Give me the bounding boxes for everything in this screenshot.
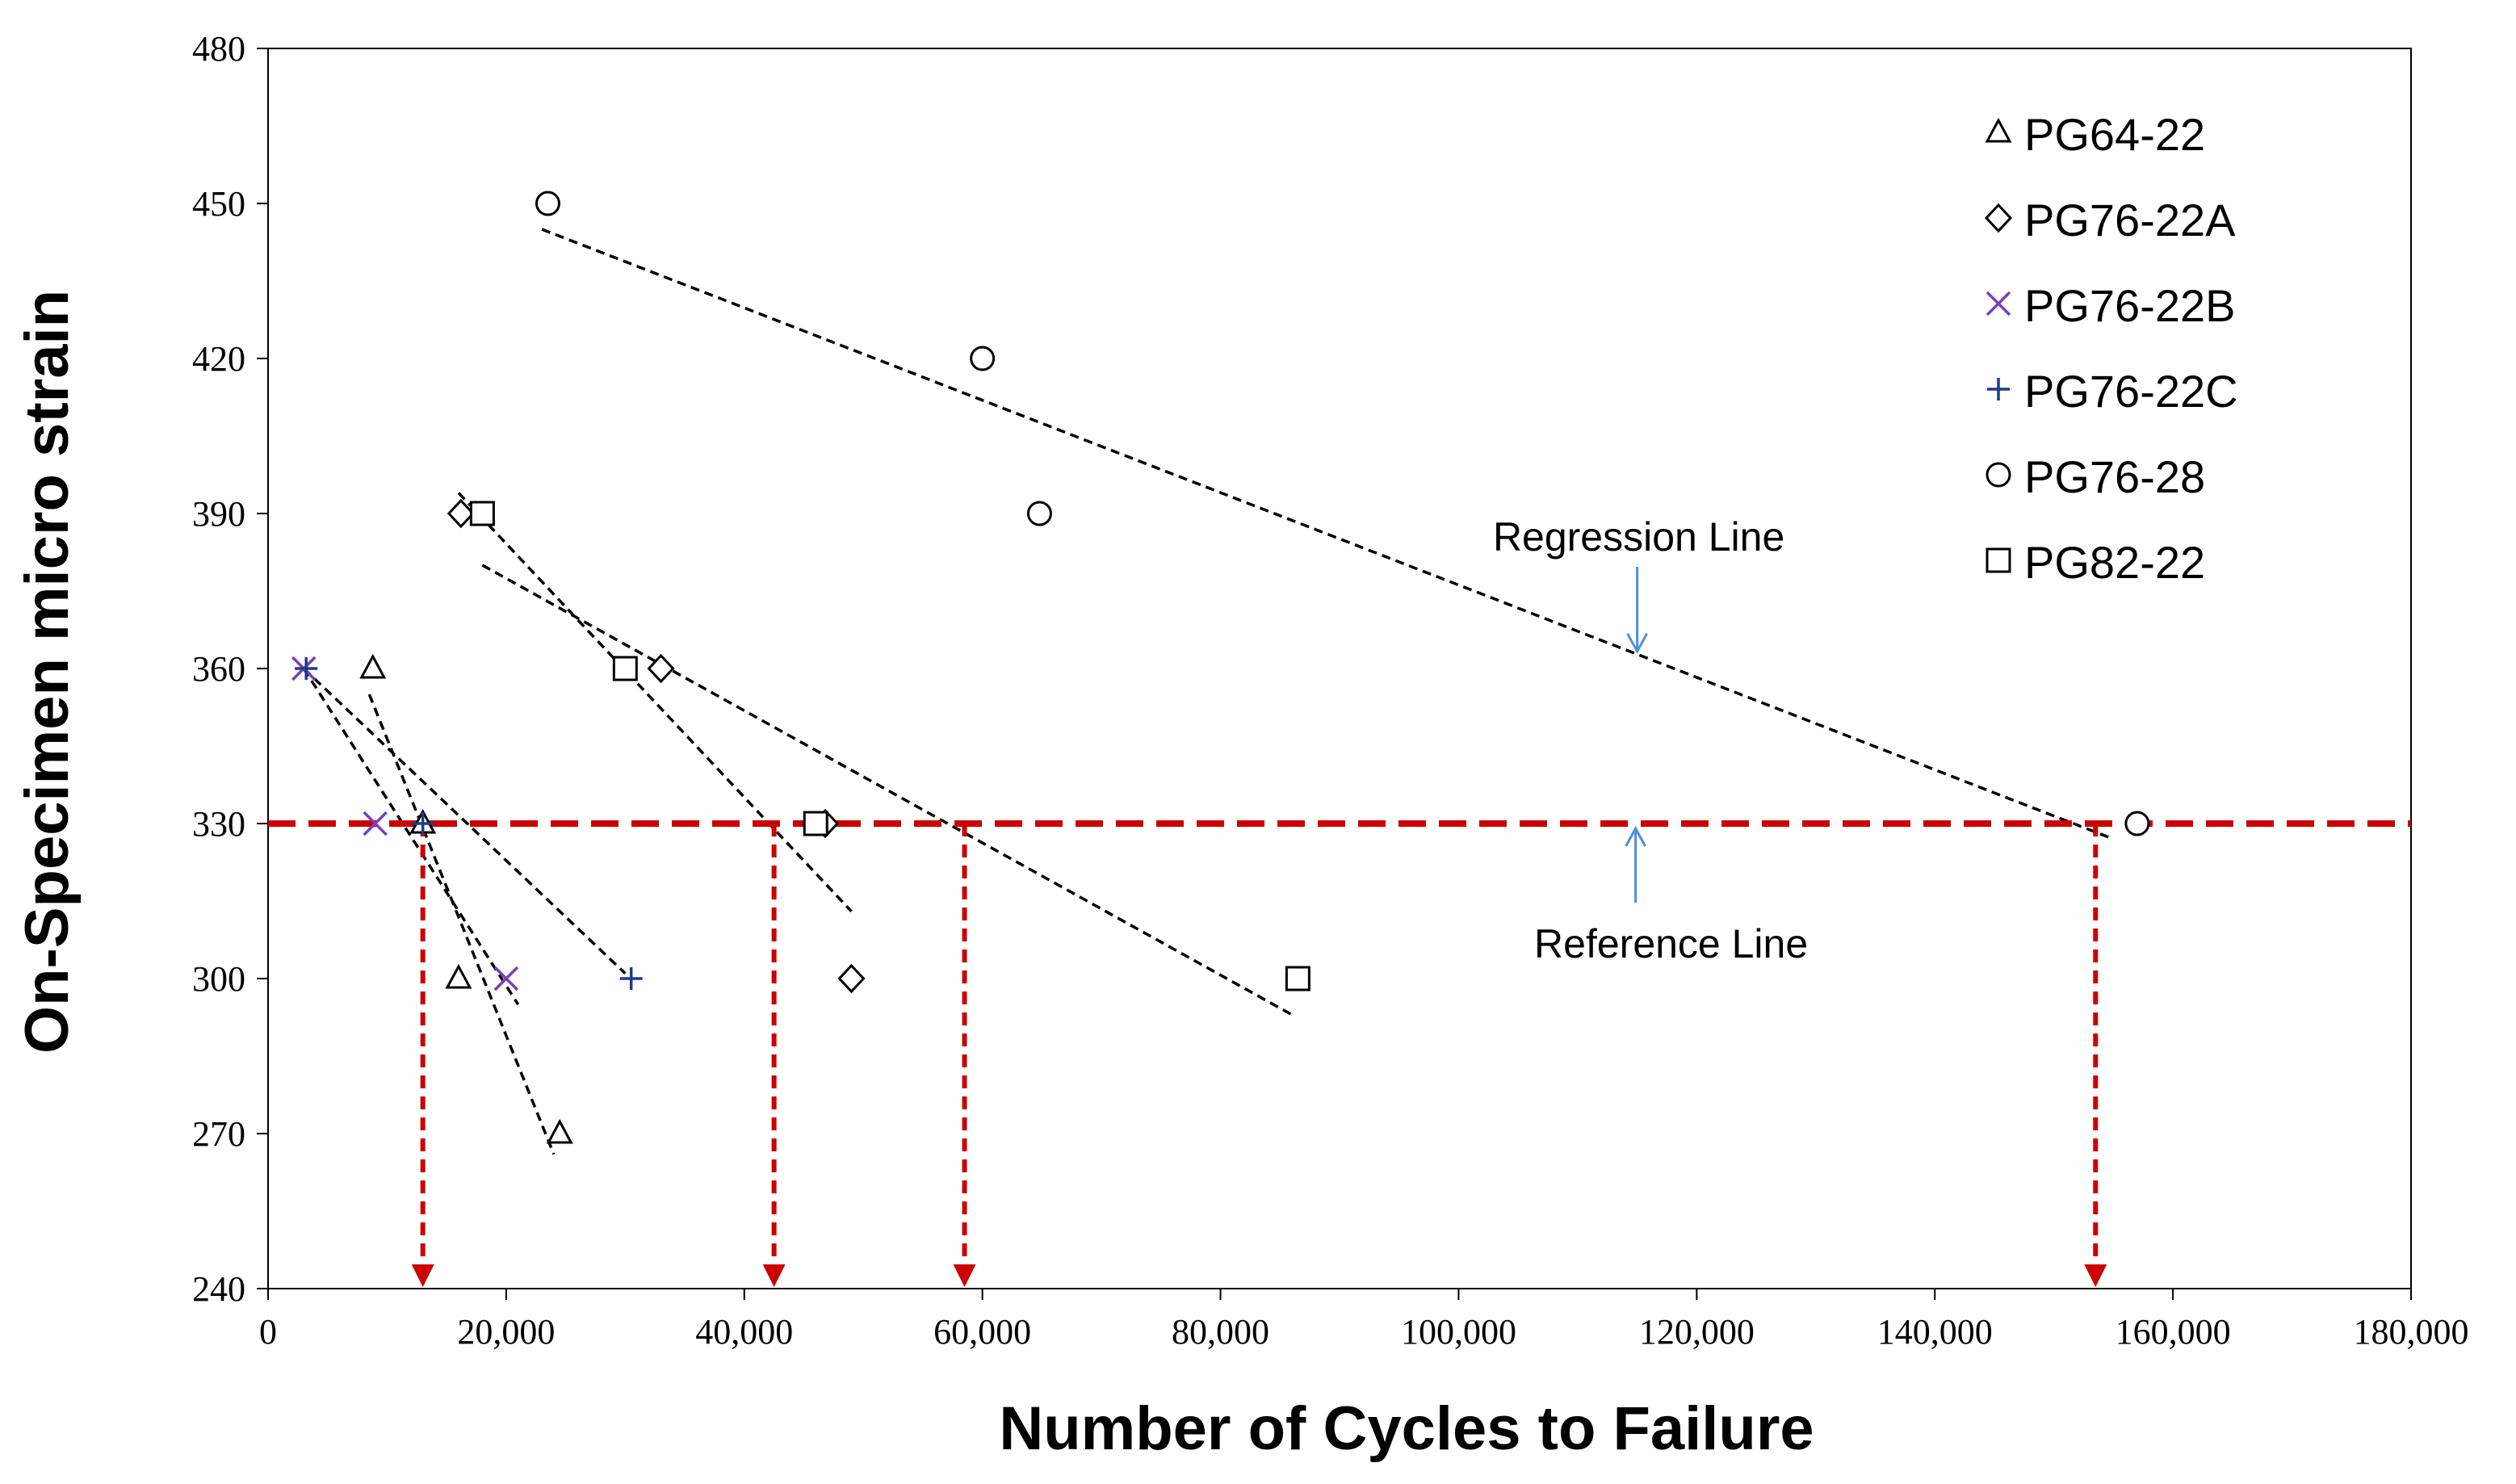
data-point-pg76-28 [2124, 811, 2150, 836]
legend-label-pg76-28: PG76-28 [2024, 451, 2205, 502]
data-point-pg82-22 [1285, 966, 1310, 991]
reference-line-label: Reference Line [1534, 921, 1808, 966]
regression-annotation-arrowhead [1626, 633, 1648, 654]
y-tick-label: 390 [192, 494, 245, 534]
regression-line-pg76-22c [303, 667, 627, 975]
data-point-pg82-22 [469, 501, 495, 526]
data-point-pg76-28 [535, 191, 560, 216]
x-tick-label: 100,000 [1401, 1312, 1516, 1352]
y-tick-label: 450 [192, 184, 245, 224]
x-tick-label: 60,000 [933, 1312, 1031, 1352]
data-point-pg76-28 [1026, 501, 1052, 526]
legend-marker-pg76-22a [1984, 203, 2013, 233]
legend-label-pg76-22c: PG76-22C [2024, 366, 2238, 417]
legend-marker-pg64-22 [1985, 117, 2012, 143]
y-tick-label: 330 [192, 804, 245, 844]
data-point-pg76-28 [970, 346, 996, 371]
data-point-pg76-22b [363, 811, 388, 836]
legend-marker-pg76-22b [1986, 291, 2011, 317]
y-axis-title: On-Specimen micro strain [13, 290, 82, 1054]
legend-label-pg82-22: PG82-22 [2024, 537, 2205, 588]
data-point-pg76-22b [493, 966, 519, 991]
y-tick-label: 270 [192, 1114, 245, 1154]
x-tick-label: 180,000 [2354, 1312, 2469, 1352]
legend-label-pg76-22a: PG76-22A [2024, 195, 2236, 245]
x-tick-label: 120,000 [1639, 1312, 1755, 1352]
regression-line-label: Regression Line [1493, 514, 1784, 560]
regression-line-pg64-22 [367, 694, 556, 1155]
data-point-pg64-22 [445, 963, 472, 989]
regression-line-pg76-22b [302, 668, 520, 1005]
legend-label-pg64-22: PG64-22 [2024, 109, 2205, 160]
regression-line-pg76-22a [457, 492, 853, 912]
x-tick-label: 140,000 [1877, 1312, 1993, 1352]
data-point-pg82-22 [803, 811, 828, 836]
data-point-pg64-22 [546, 1118, 573, 1144]
y-tick-label: 240 [192, 1269, 245, 1309]
y-tick-label: 300 [192, 959, 245, 999]
data-point-pg82-22 [612, 656, 638, 681]
reference-annotation-arrowhead [1625, 825, 1646, 847]
drop-arrow-head [2084, 1264, 2107, 1287]
drop-arrow-head [953, 1264, 976, 1287]
x-tick-label: 160,000 [2116, 1312, 2231, 1352]
x-tick-label: 80,000 [1172, 1312, 1269, 1352]
data-point-pg76-22a [837, 963, 866, 994]
data-point-pg76-22c [295, 657, 318, 680]
x-tick-label: 40,000 [695, 1312, 793, 1352]
legend-marker-pg82-22 [1986, 547, 2011, 573]
legend-label-pg76-22b: PG76-22B [2024, 280, 2236, 331]
y-tick-label: 480 [192, 29, 245, 69]
data-point-pg76-22c [619, 967, 643, 990]
y-tick-label: 360 [192, 649, 245, 689]
regression-line-pg76-28 [541, 228, 2115, 841]
data-point-pg76-22a [647, 653, 675, 684]
data-point-pg76-22a [447, 498, 475, 529]
x-tick-label: 20,000 [457, 1312, 555, 1352]
x-axis-title: Number of Cycles to Failure [999, 1394, 1814, 1463]
drop-arrow-head [762, 1264, 786, 1287]
drop-arrow-head [411, 1264, 434, 1287]
regression-line-pg82-22 [481, 564, 1293, 1017]
legend-marker-pg76-28 [1986, 462, 2011, 488]
y-tick-label: 420 [192, 339, 245, 379]
data-point-pg76-22c [411, 812, 434, 835]
x-tick-label: 0 [259, 1312, 277, 1352]
data-point-pg64-22 [359, 653, 387, 679]
legend-marker-pg76-22c [1987, 378, 2010, 400]
